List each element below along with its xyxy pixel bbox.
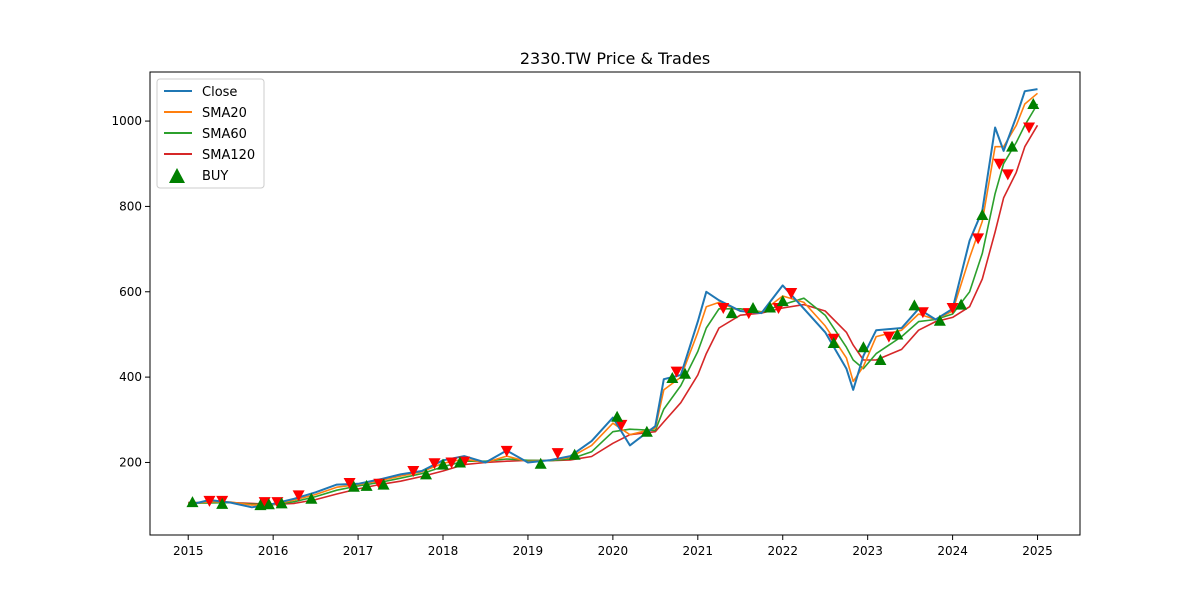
sell-marker — [445, 457, 458, 469]
legend: Close SMA20 SMA60 SMA120 BUY — [156, 78, 265, 189]
buy-marker — [1006, 140, 1019, 152]
x-tick-label: 2024 — [937, 544, 968, 558]
buy-marker — [679, 367, 692, 379]
sell-marker — [500, 445, 513, 457]
buy-marker — [216, 497, 229, 509]
buy-marker — [1027, 98, 1040, 110]
sell-marker — [551, 448, 564, 460]
buy-marker — [874, 354, 887, 366]
buy-marker — [437, 458, 450, 470]
buy-marker — [827, 336, 840, 348]
buy-marker — [976, 208, 989, 220]
legend-label: SMA120 — [202, 148, 255, 163]
legend-swatch-buy-marker — [169, 168, 185, 183]
legend-label: BUY — [202, 169, 228, 184]
legend-label: Close — [202, 85, 237, 100]
x-tick-label: 2018 — [428, 544, 459, 558]
y-axis: 200 400 600 800 1000 — [111, 114, 150, 469]
buy-marker — [666, 371, 679, 383]
sell-marker — [882, 331, 895, 343]
buy-marker — [908, 299, 921, 311]
chart-title: 2330.TW Price & Trades — [520, 49, 710, 68]
buy-marker — [725, 307, 738, 319]
sell-marker — [785, 288, 798, 300]
x-tick-label: 2020 — [598, 544, 629, 558]
buy-marker — [347, 480, 360, 492]
buy-marker — [764, 301, 776, 313]
buy-marker — [568, 448, 581, 460]
y-tick-label: 600 — [119, 285, 142, 299]
buy-marker — [305, 492, 318, 504]
x-tick-label: 2015 — [173, 544, 204, 558]
legend-label: SMA60 — [202, 127, 247, 142]
x-axis: 2015 2016 2017 2018 2019 2020 2021 2022 2023 2024… — [173, 535, 1053, 558]
buy-marker — [534, 457, 547, 469]
buy-marker — [186, 496, 199, 508]
buy-marker — [262, 498, 275, 510]
y-tick-label: 400 — [119, 370, 142, 384]
sell-marker — [258, 497, 271, 509]
sell-marker — [292, 490, 305, 502]
legend-box — [156, 78, 265, 189]
sma60-line — [188, 103, 1039, 506]
buy-marker — [933, 314, 946, 326]
buy-marker — [254, 499, 267, 511]
sell-marker — [615, 419, 628, 431]
y-tick-label: 200 — [119, 455, 142, 469]
buy-marker — [420, 468, 433, 480]
sell-marker — [670, 366, 683, 378]
series-layer — [187, 88, 1039, 509]
sell-marker — [1023, 122, 1036, 134]
plot-frame — [149, 71, 1081, 536]
x-tick-label: 2017 — [343, 544, 374, 558]
sell-marker — [407, 465, 420, 477]
sell-marker — [972, 233, 985, 245]
sell-marker — [1001, 169, 1014, 181]
buy-marker — [747, 301, 760, 313]
x-tick-label: 2019 — [513, 544, 544, 558]
x-tick-label: 2016 — [258, 544, 289, 558]
buy-marker — [857, 341, 870, 353]
buy-marker — [360, 479, 373, 491]
marker-layer — [186, 98, 1040, 511]
buy-marker — [377, 478, 390, 490]
x-tick-label: 2022 — [767, 544, 798, 558]
x-tick-label: 2021 — [683, 544, 714, 558]
buy-marker — [891, 328, 904, 340]
buy-marker — [275, 497, 288, 509]
buy-marker — [611, 410, 624, 422]
buy-marker — [955, 298, 968, 310]
sell-marker — [343, 477, 356, 489]
y-tick-label: 800 — [119, 199, 142, 213]
close-line — [187, 88, 1038, 509]
sell-marker — [428, 458, 441, 470]
sell-marker — [717, 302, 730, 314]
x-tick-label: 2023 — [852, 544, 883, 558]
buy-marker — [454, 456, 466, 468]
sell-marker — [993, 158, 1006, 170]
y-tick-label: 1000 — [111, 114, 142, 128]
sell-marker — [946, 302, 959, 314]
buy-marker — [640, 425, 653, 437]
sma120-line — [188, 124, 1039, 506]
sell-marker — [203, 495, 216, 507]
legend-label: SMA20 — [202, 106, 247, 121]
x-tick-label: 2025 — [1022, 544, 1053, 558]
buy-marker — [776, 295, 789, 307]
